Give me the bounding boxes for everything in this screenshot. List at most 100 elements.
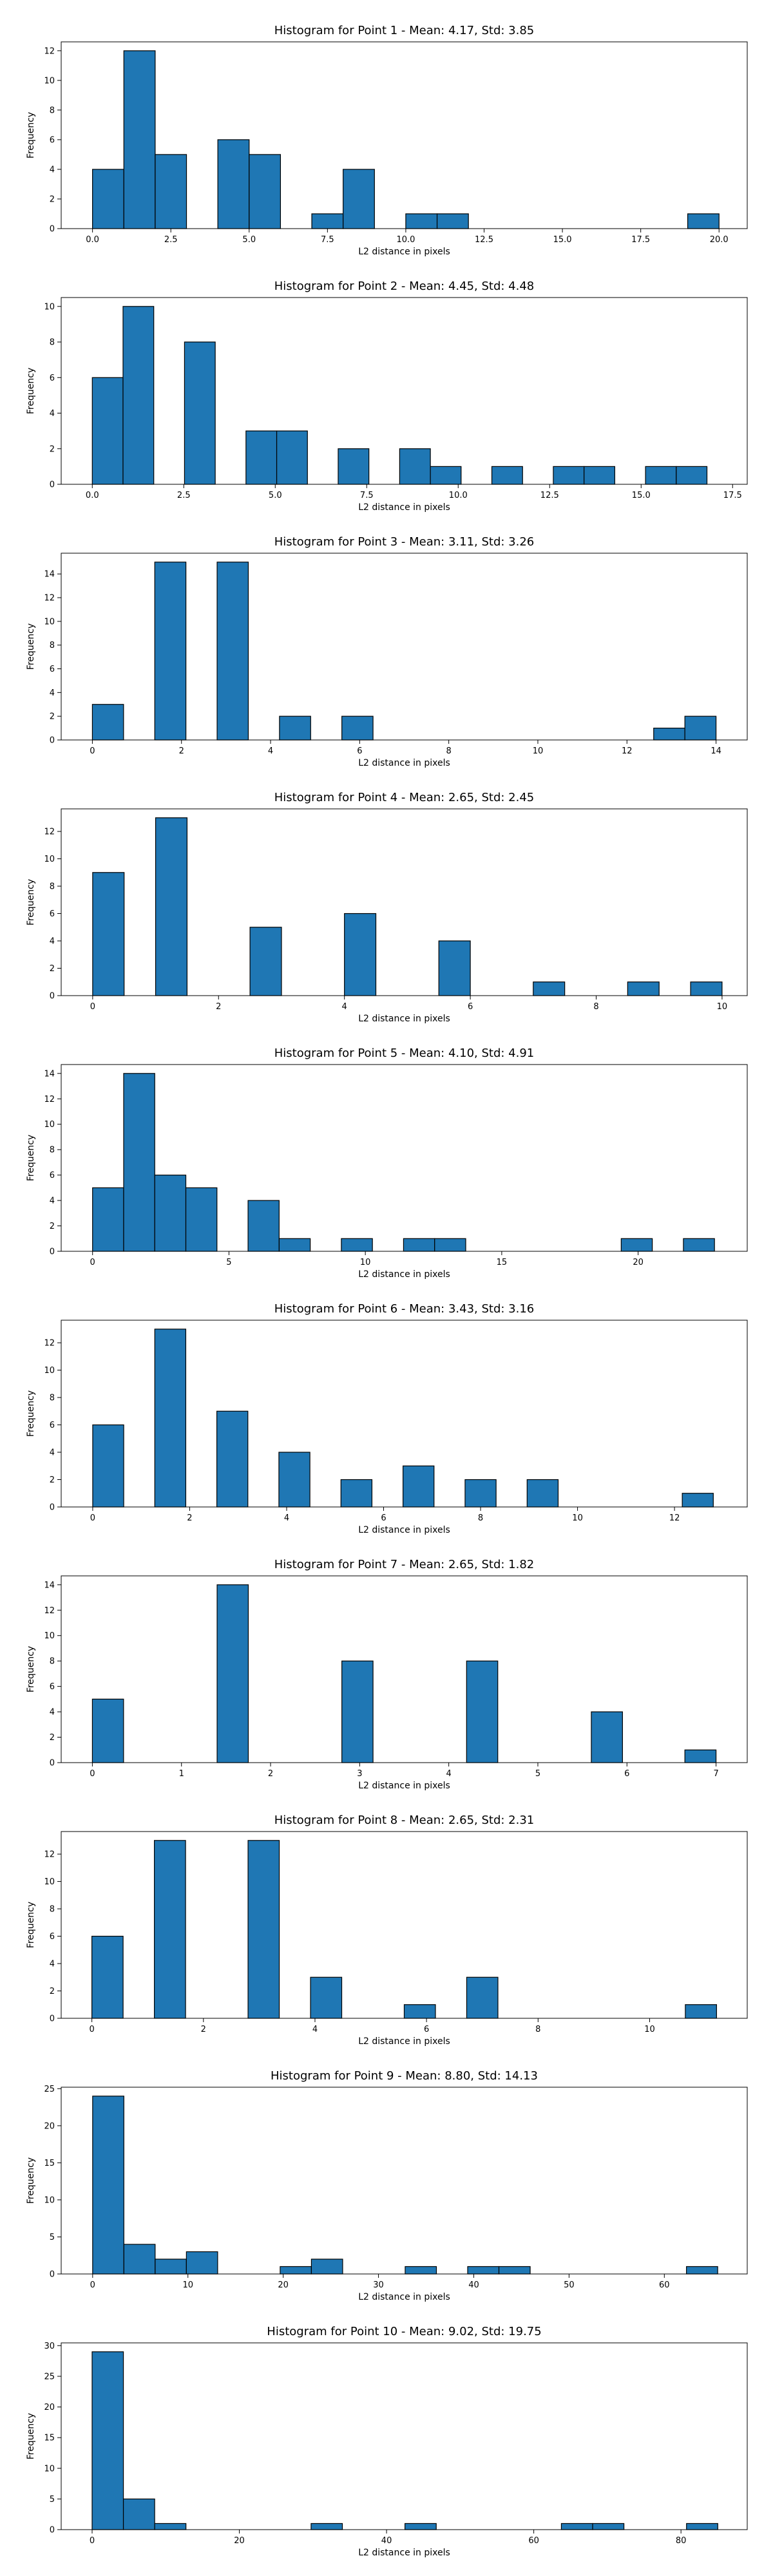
histogram-bar	[620, 1238, 653, 1252]
x-tick-label: 10	[533, 746, 544, 756]
histogram-bar	[434, 1238, 466, 1252]
histogram-bar	[405, 213, 438, 229]
histogram-bar	[247, 1200, 280, 1252]
histogram-bar	[311, 213, 344, 229]
x-tick-label: 0	[89, 2025, 94, 2034]
x-tick-label: 3	[357, 1769, 362, 1779]
histogram-bar	[280, 2266, 312, 2275]
x-axis-label: L2 distance in pixels	[358, 1269, 450, 1280]
histogram-bar	[217, 139, 250, 229]
y-tick-label: 2	[50, 964, 55, 974]
x-tick-label: 0	[90, 2536, 95, 2546]
histogram-bar	[154, 1329, 187, 1508]
plot-frame	[61, 808, 748, 996]
y-tick-label: 0	[50, 1759, 55, 1768]
histogram-bar	[405, 2523, 437, 2530]
histogram-bar	[216, 1410, 249, 1508]
y-tick-label: 5	[50, 2495, 55, 2505]
x-tick-label: 4	[268, 746, 273, 756]
x-axis-label: L2 distance in pixels	[358, 758, 450, 768]
histogram-bar	[155, 2259, 187, 2275]
histogram-bar	[276, 430, 308, 485]
x-tick-label: 8	[535, 2025, 540, 2034]
y-tick-label: 4	[50, 1448, 55, 1458]
histogram-bar	[186, 2251, 218, 2275]
y-axis-label: Frequency	[26, 368, 36, 414]
x-tick-label: 5.0	[242, 235, 256, 245]
histogram-bar	[185, 1187, 218, 1252]
histogram-bar	[533, 981, 566, 996]
y-tick-label: 8	[50, 1146, 55, 1155]
chart-title: Histogram for Point 2 - Mean: 4.45, Std:…	[274, 279, 535, 293]
chart-title: Histogram for Point 10 - Mean: 9.02, Std…	[267, 2325, 541, 2338]
x-tick-label: 15.0	[553, 235, 572, 245]
y-tick-label: 8	[50, 1657, 55, 1667]
y-tick-label: 12	[44, 1850, 55, 1860]
x-tick-label: 5	[535, 1769, 540, 1779]
x-tick-label: 0	[90, 1002, 95, 1012]
histogram-panel-4: Histogram for Point 4 - Mean: 2.65, Std:…	[26, 791, 748, 1024]
y-tick-label: 12	[44, 1095, 55, 1104]
x-axis-label: L2 distance in pixels	[358, 2292, 450, 2302]
x-tick-label: 2	[216, 1002, 221, 1012]
y-tick-label: 10	[44, 76, 55, 86]
x-tick-label: 5	[226, 1258, 231, 1267]
histogram-bar	[403, 2004, 436, 2019]
histogram-bar	[686, 2523, 718, 2530]
histogram-bar	[91, 1935, 124, 2019]
x-tick-label: 6	[381, 1513, 386, 1523]
x-tick-label: 10	[360, 1258, 371, 1267]
x-tick-label: 0.0	[86, 235, 99, 245]
histogram-bar	[249, 154, 282, 229]
y-tick-label: 6	[50, 909, 55, 919]
y-tick-label: 10	[44, 855, 55, 864]
y-axis-label: Frequency	[26, 623, 36, 670]
x-tick-label: 2	[201, 2025, 206, 2034]
y-tick-label: 30	[44, 2342, 55, 2351]
histogram-bar	[155, 154, 187, 229]
x-tick-label: 10	[644, 2025, 655, 2034]
histogram-bar	[154, 1175, 187, 1252]
plot-frame	[61, 1575, 748, 1763]
histogram-bar	[591, 1711, 623, 1763]
y-tick-label: 0	[50, 2526, 55, 2535]
histogram-bar	[278, 1238, 311, 1252]
histogram-panel-7: Histogram for Point 7 - Mean: 2.65, Std:…	[26, 1558, 748, 1791]
y-tick-label: 0	[50, 2270, 55, 2280]
y-tick-label: 14	[44, 1580, 55, 1590]
histogram-panel-9: Histogram for Point 9 - Mean: 8.80, Std:…	[26, 2069, 748, 2302]
histogram-bar	[216, 1584, 249, 1763]
histogram-panel-6: Histogram for Point 6 - Mean: 3.43, Std:…	[26, 1302, 748, 1535]
x-tick-label: 2	[179, 746, 184, 756]
x-tick-label: 20	[633, 1258, 644, 1267]
histogram-bar	[92, 1424, 124, 1508]
x-tick-label: 6	[357, 746, 362, 756]
y-tick-label: 8	[50, 882, 55, 892]
histogram-bar	[403, 1465, 435, 1508]
histogram-bar	[279, 715, 311, 741]
histogram-bar	[403, 1238, 435, 1252]
x-tick-label: 7	[713, 1769, 718, 1779]
y-tick-label: 6	[50, 1932, 55, 1942]
histogram-panel-8: Histogram for Point 8 - Mean: 2.65, Std:…	[26, 1814, 748, 2047]
y-axis-label: Frequency	[26, 1902, 36, 1948]
y-tick-label: 10	[44, 1120, 55, 1130]
histogram-bar	[592, 2523, 625, 2530]
y-tick-label: 25	[44, 2085, 55, 2094]
plot-frame	[61, 41, 748, 229]
histogram-bar	[464, 1479, 497, 1508]
y-tick-label: 20	[44, 2403, 55, 2412]
y-tick-label: 12	[44, 46, 55, 56]
y-tick-label: 0	[50, 480, 55, 490]
x-tick-label: 20	[234, 2536, 245, 2546]
y-tick-label: 2	[50, 1475, 55, 1485]
x-tick-label: 7.5	[360, 491, 374, 500]
x-tick-label: 15.0	[632, 491, 651, 500]
x-tick-label: 20	[278, 2280, 289, 2290]
x-tick-label: 0	[90, 1769, 95, 1779]
y-tick-label: 6	[50, 1421, 55, 1430]
histogram-bar	[399, 448, 431, 485]
histogram-bar	[310, 2259, 343, 2275]
histogram-bar	[653, 727, 685, 741]
